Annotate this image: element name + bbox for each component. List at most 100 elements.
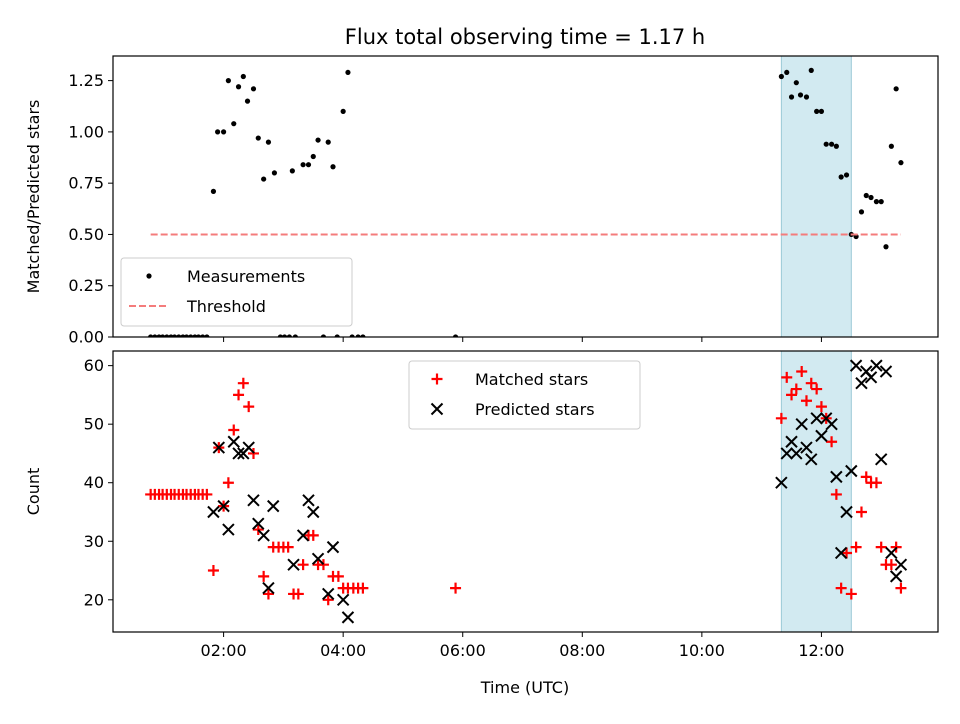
data-point-measurements bbox=[183, 334, 190, 337]
data-point-predicted-stars bbox=[894, 558, 908, 571]
data-point-predicted-stars bbox=[885, 546, 898, 560]
x-tick-label: 10:00 bbox=[679, 641, 725, 660]
data-point-predicted-stars bbox=[336, 593, 350, 607]
data-point-matched-stars bbox=[201, 488, 213, 500]
data-point-measurements bbox=[315, 137, 321, 143]
data-point-matched-stars bbox=[796, 365, 808, 377]
data-point-matched-stars bbox=[815, 401, 827, 413]
plot-area bbox=[148, 56, 904, 337]
data-point-matched-stars bbox=[222, 477, 234, 489]
data-point-predicted-stars bbox=[790, 447, 803, 460]
data-point-predicted-stars bbox=[212, 441, 226, 454]
data-point-measurements bbox=[265, 139, 272, 145]
data-point-matched-stars bbox=[830, 488, 842, 500]
data-point-predicted-stars bbox=[217, 499, 230, 513]
y-tick-label: 0.00 bbox=[68, 328, 104, 347]
data-point-predicted-stars bbox=[870, 359, 883, 372]
data-point-measurements bbox=[828, 141, 835, 147]
data-point-matched-stars bbox=[332, 570, 344, 582]
plot-area bbox=[145, 351, 908, 632]
data-point-predicted-stars bbox=[864, 371, 878, 384]
data-point-measurements bbox=[188, 334, 194, 337]
data-point-measurements bbox=[325, 139, 331, 145]
bottom-panel-star-counts: 20 30 40 50 60 02:00 04:00 06:00 08:00 10:00 12:00… bbox=[24, 350, 939, 660]
data-point-measurements bbox=[300, 162, 306, 168]
legend-label: Predicted stars bbox=[475, 400, 595, 419]
data-point-predicted-stars bbox=[879, 365, 893, 378]
data-point-predicted-stars bbox=[302, 494, 315, 507]
data-point-matched-stars bbox=[228, 424, 240, 436]
data-point-measurements bbox=[305, 162, 312, 168]
data-point-measurements bbox=[255, 135, 261, 141]
data-point-matched-stars bbox=[850, 541, 862, 553]
data-point-measurements bbox=[320, 334, 327, 337]
y-tick-label: 1.25 bbox=[68, 71, 104, 90]
data-point-matched-stars bbox=[307, 529, 319, 541]
data-point-predicted-stars bbox=[800, 441, 813, 454]
data-point-measurements bbox=[797, 92, 804, 98]
data-point-measurements bbox=[176, 334, 182, 337]
legend-box bbox=[120, 257, 353, 327]
data-point-predicted-stars bbox=[874, 453, 888, 466]
data-point-measurements bbox=[788, 94, 795, 100]
data-point-predicted-stars bbox=[845, 464, 858, 478]
y-tick-label: 0.75 bbox=[68, 174, 104, 193]
data-point-measurements bbox=[334, 334, 340, 337]
data-point-predicted-stars bbox=[785, 435, 798, 448]
data-point-predicted-stars bbox=[247, 494, 260, 507]
data-point-measurements bbox=[271, 170, 278, 176]
data-point-predicted-stars bbox=[855, 376, 868, 390]
data-point-measurements bbox=[240, 73, 246, 80]
data-point-matched-stars bbox=[243, 401, 255, 413]
data-point-matched-stars bbox=[800, 395, 812, 407]
data-point-matched-stars bbox=[233, 389, 245, 401]
legend: Measurements Threshold bbox=[120, 257, 353, 327]
data-point-measurements bbox=[873, 199, 880, 205]
data-point-measurements bbox=[210, 188, 217, 194]
data-point-matched-stars bbox=[855, 506, 867, 518]
data-point-matched-stars bbox=[322, 594, 334, 606]
data-point-measurements bbox=[171, 334, 178, 337]
y-tick-label: 60 bbox=[84, 356, 104, 375]
data-point-matched-stars bbox=[775, 412, 787, 424]
data-point-predicted-stars bbox=[222, 523, 235, 536]
y-axis-label: Count bbox=[24, 468, 43, 516]
data-point-matched-stars bbox=[207, 565, 219, 577]
data-point-predicted-stars bbox=[296, 529, 310, 542]
data-point-measurements bbox=[250, 86, 257, 92]
data-point-matched-stars bbox=[786, 389, 798, 401]
legend-swatch-measurements bbox=[146, 273, 152, 279]
y-tick-label: 50 bbox=[84, 415, 104, 434]
data-point-predicted-stars bbox=[775, 476, 788, 489]
data-point-predicted-stars bbox=[834, 546, 848, 560]
data-point-measurements bbox=[195, 334, 202, 337]
x-tick-label: 02:00 bbox=[201, 641, 247, 660]
y-tick-label: 20 bbox=[84, 590, 104, 609]
data-point-predicted-stars bbox=[810, 412, 823, 425]
axes-frame bbox=[112, 350, 939, 633]
data-point-predicted-stars bbox=[840, 505, 853, 519]
data-point-matched-stars bbox=[450, 582, 462, 594]
top-panel-matched-ratio: 0.00 0.25 0.50 0.75 1.00 1.25 Matched/Predicte… bbox=[24, 55, 939, 347]
data-point-matched-stars bbox=[357, 582, 369, 594]
data-point-measurements bbox=[277, 334, 283, 337]
data-point-predicted-stars bbox=[242, 441, 255, 454]
data-point-measurements bbox=[281, 334, 288, 337]
data-point-measurements bbox=[863, 192, 869, 199]
data-point-predicted-stars bbox=[341, 611, 355, 624]
x-tick-label: 06:00 bbox=[440, 641, 486, 660]
data-point-measurements bbox=[778, 73, 784, 80]
data-point-measurements bbox=[330, 164, 336, 170]
y-tick-label: 40 bbox=[84, 473, 104, 492]
data-point-measurements bbox=[823, 141, 829, 147]
y-axis-label: Matched/Predicted stars bbox=[24, 100, 43, 294]
data-point-measurements bbox=[888, 143, 894, 149]
data-point-measurements bbox=[818, 108, 825, 114]
data-point-measurements bbox=[349, 334, 355, 337]
axes-frame bbox=[112, 55, 939, 338]
data-point-matched-stars bbox=[835, 582, 847, 594]
data-point-measurements bbox=[360, 334, 366, 337]
data-point-measurements bbox=[858, 209, 865, 215]
data-point-matched-stars bbox=[292, 588, 304, 600]
